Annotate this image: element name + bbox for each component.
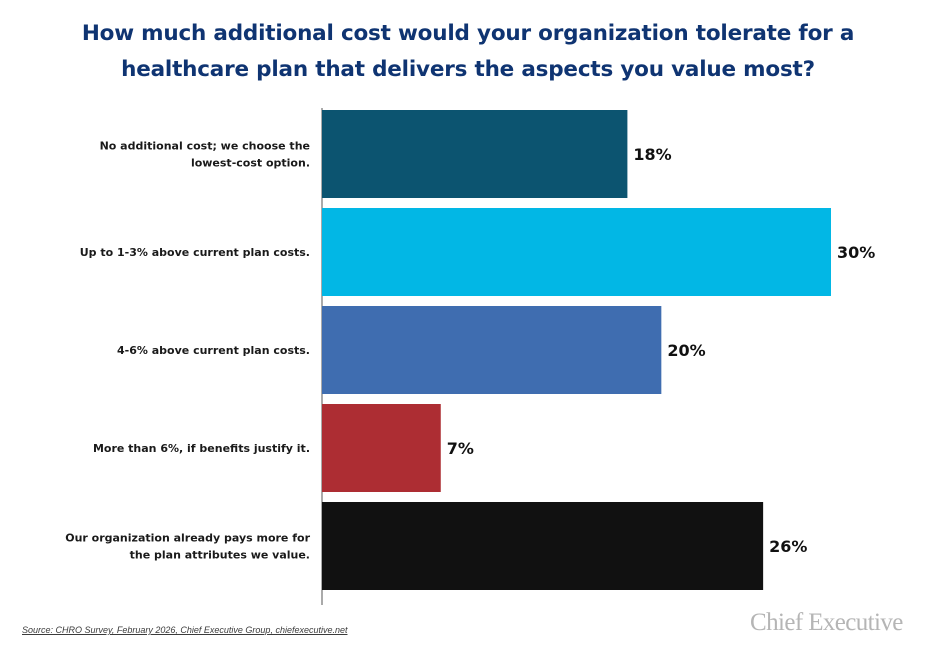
- bar-2: [322, 208, 831, 296]
- value-label-2: 30%: [837, 243, 875, 262]
- category-label-2-line-1: Up to 1-3% above current plan costs.: [80, 246, 310, 259]
- value-label-1: 18%: [633, 145, 671, 164]
- source-note[interactable]: Source: CHRO Survey, February 2026, Chie…: [22, 625, 348, 635]
- brand-logo: Chief Executive: [750, 609, 903, 636]
- category-label-1-line-2: lowest-cost option.: [191, 157, 310, 170]
- category-label-5-line-1: Our organization already pays more for: [65, 532, 310, 545]
- value-label-3: 20%: [667, 341, 705, 360]
- chart-title-line-1: How much additional cost would your orga…: [81, 21, 855, 46]
- bar-5: [322, 502, 764, 590]
- chart-title-line-2: healthcare plan that delivers the aspect…: [121, 57, 815, 82]
- category-label-1-line-1: No additional cost; we choose the: [100, 140, 310, 153]
- bar-1: [322, 110, 628, 198]
- bar-4: [322, 404, 441, 492]
- bar-3: [322, 306, 662, 394]
- category-label-3-line-1: 4-6% above current plan costs.: [117, 344, 310, 357]
- chart-title: How much additional cost would your orga…: [0, 16, 936, 88]
- category-label-4-line-1: More than 6%, if benefits justify it.: [93, 442, 310, 455]
- value-label-5: 26%: [769, 537, 807, 556]
- category-label-5-line-2: the plan attributes we value.: [130, 549, 310, 562]
- value-label-4: 7%: [447, 439, 474, 458]
